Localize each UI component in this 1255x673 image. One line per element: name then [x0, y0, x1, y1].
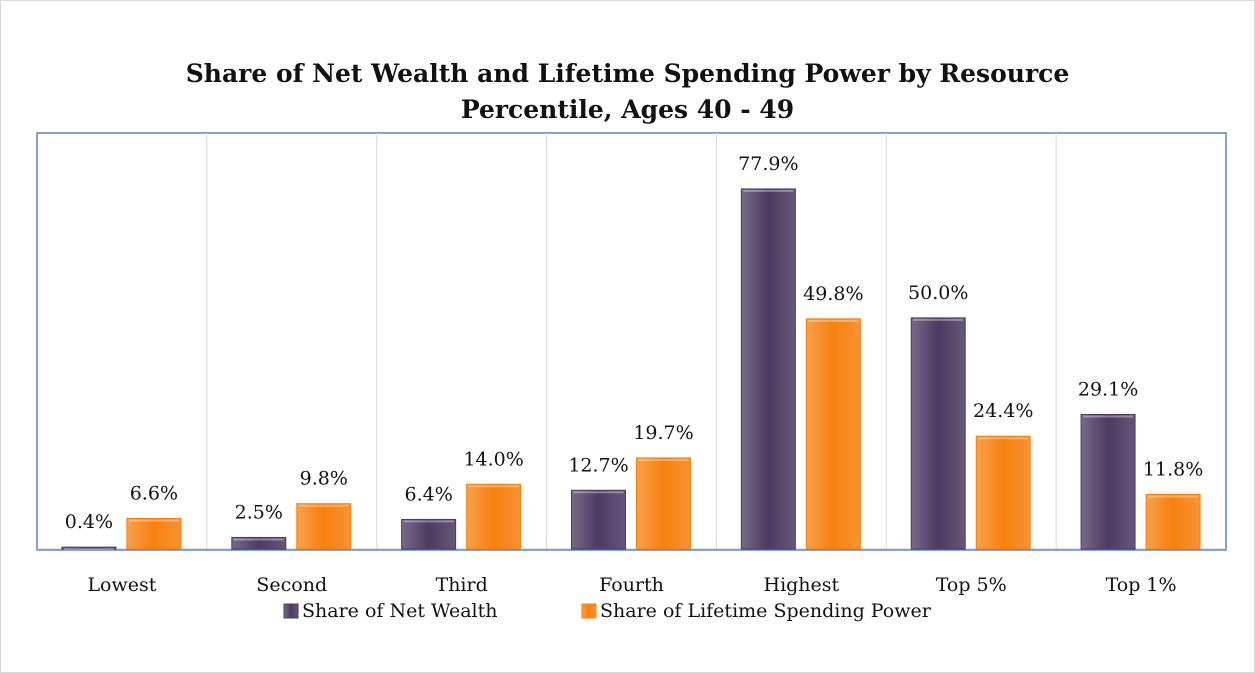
- data-label: 2.5%: [235, 501, 283, 523]
- bar: [636, 457, 691, 550]
- bar: [466, 483, 522, 550]
- bar: [740, 188, 796, 550]
- x-tick-label: Fourth: [599, 574, 664, 596]
- data-label: 29.1%: [1078, 378, 1138, 400]
- x-tick-label: Top 1%: [1106, 574, 1177, 596]
- bar: [231, 536, 287, 550]
- bar: [296, 503, 352, 550]
- data-label: 19.7%: [633, 422, 693, 444]
- data-label: 9.8%: [300, 468, 348, 490]
- x-tick-label: Lowest: [87, 574, 156, 596]
- data-label: 0.4%: [65, 511, 113, 533]
- data-label: 77.9%: [738, 153, 798, 175]
- bar: [1080, 413, 1136, 550]
- bar: [126, 517, 182, 550]
- data-label: 11.8%: [1143, 458, 1203, 480]
- x-tick-label: Highest: [764, 574, 840, 596]
- legend-swatch: [283, 603, 299, 619]
- legend-label: Share of Net Wealth: [302, 600, 498, 622]
- chart-title: Share of Net Wealth and Lifetime Spendin…: [185, 59, 1070, 124]
- bar: [805, 318, 861, 550]
- x-tick-label: Third: [436, 574, 488, 596]
- bar: [910, 317, 966, 550]
- legend-label: Share of Lifetime Spending Power: [600, 600, 932, 622]
- data-label: 12.7%: [568, 454, 628, 476]
- bar: [401, 518, 457, 550]
- data-label: 50.0%: [908, 282, 968, 304]
- data-label: 6.6%: [130, 482, 178, 504]
- data-label: 6.4%: [405, 483, 453, 505]
- data-label: 49.8%: [803, 283, 863, 305]
- data-label: 14.0%: [463, 448, 523, 470]
- legend-swatch: [581, 603, 597, 619]
- bar: [61, 546, 117, 550]
- bar: [571, 489, 626, 550]
- bar: [975, 435, 1031, 550]
- bar: [1145, 493, 1201, 550]
- x-tick-label: Second: [256, 574, 327, 596]
- x-tick-label: Top 5%: [936, 574, 1007, 596]
- data-label: 24.4%: [973, 400, 1033, 422]
- plot-area: [36, 132, 1227, 551]
